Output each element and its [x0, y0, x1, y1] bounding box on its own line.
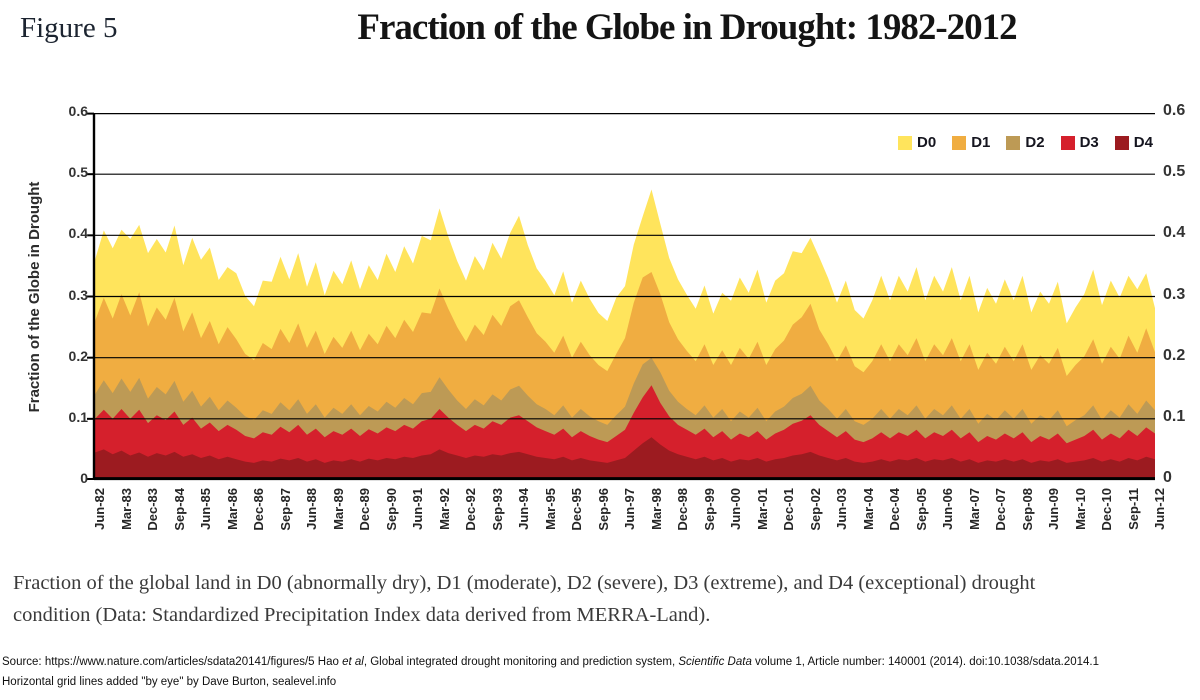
y-tick-label-left-0.4: 0.4: [68, 225, 88, 242]
x-tick-label-Dec-86: Dec-86: [251, 488, 266, 531]
x-tick-label-Dec-98: Dec-98: [675, 488, 690, 531]
figure-caption-line-2: condition (Data: Standardized Precipitat…: [13, 604, 711, 626]
y-tick-label-left-0.6: 0.6: [68, 103, 88, 119]
x-tick-label-Mar-07: Mar-07: [966, 488, 982, 530]
y-tick-label-left-0.2: 0.2: [68, 347, 88, 364]
x-tick-label-Dec-95: Dec-95: [569, 488, 584, 531]
legend-label-D2: D2: [1025, 134, 1045, 151]
legend-item-D4: D4: [1114, 134, 1153, 151]
x-tick-label-Jun-88: Jun-88: [304, 488, 319, 530]
x-tick-label-Mar-98: Mar-98: [648, 488, 664, 530]
y-tick-label-left-0.3: 0.3: [68, 286, 88, 303]
x-tick-label-Sep-90: Sep-90: [383, 488, 399, 531]
y-tick-label-right-0.1: 0.1: [1163, 407, 1186, 425]
area-D4: [95, 437, 1155, 480]
legend-swatch-D3: [1060, 135, 1075, 150]
x-tick-label-Mar-89: Mar-89: [330, 488, 346, 530]
x-tick-label-Sep-02: Sep-02: [807, 488, 823, 531]
x-tick-label-Jun-06: Jun-06: [940, 488, 955, 530]
x-tick-label-Mar-92: Mar-92: [436, 488, 452, 530]
x-tick-label-Sep-11: Sep-11: [1125, 488, 1141, 530]
x-tick-label-Dec-07: Dec-07: [993, 488, 1008, 531]
x-tick-label-Jun-03: Jun-03: [834, 488, 849, 530]
x-tick-label-Dec-92: Dec-92: [463, 488, 478, 531]
y-tick-label-left-0.1: 0.1: [68, 408, 88, 425]
x-tick-label-Sep-87: Sep-87: [277, 488, 293, 531]
x-tick-label-Jun-91: Jun-91: [410, 488, 425, 530]
chart-title: Fraction of the Globe in Drought: 1982-2…: [357, 7, 1017, 48]
x-tick-label-Mar-86: Mar-86: [224, 488, 240, 530]
source-italic-segment: Scientific Data: [678, 656, 752, 668]
chart-legend: D0 D1 D2 D3 D4: [898, 134, 1153, 151]
y-tick-label-right-0.2: 0.2: [1163, 346, 1186, 364]
x-tick-label-Dec-01: Dec-01: [781, 488, 796, 531]
y-tick-label-right-0.5: 0.5: [1163, 163, 1186, 181]
x-tick-label-Dec-89: Dec-89: [357, 488, 372, 531]
x-tick-label-Jun-97: Jun-97: [622, 488, 637, 530]
x-tick-label-Sep-99: Sep-99: [701, 488, 717, 531]
legend-label-D1: D1: [971, 134, 991, 151]
x-tick-label-Sep-96: Sep-96: [595, 488, 611, 531]
legend-swatch-D1: [952, 135, 967, 150]
y-tick-label-right-0.4: 0.4: [1163, 224, 1186, 242]
x-tick-label-Jun-00: Jun-00: [728, 488, 743, 530]
legend-item-D3: D3: [1060, 134, 1099, 151]
x-tick-label-Jun-09: Jun-09: [1046, 488, 1061, 530]
area-D3: [95, 385, 1155, 480]
legend-swatch-D0: [898, 135, 912, 150]
y-tick-label-right-0.6: 0.6: [1163, 102, 1186, 119]
gridlines-note-line: Horizontal grid lines added "by eye" by …: [2, 676, 337, 688]
figure-number-label: Figure 5: [20, 12, 118, 44]
figure-caption-line-1: Fraction of the global land in D0 (abnor…: [13, 572, 1036, 594]
legend-item-D1: D1: [952, 134, 990, 151]
plot-area: [87, 112, 1155, 481]
x-tick-label-Mar-04: Mar-04: [860, 488, 876, 530]
legend-item-D2: D2: [1006, 134, 1045, 151]
y-tick-label-left-0: 0: [80, 470, 88, 486]
x-tick-label-Jun-94: Jun-94: [516, 488, 531, 530]
x-tick-label-Mar-83: Mar-83: [118, 488, 134, 530]
x-tick-label-Dec-83: Dec-83: [145, 488, 160, 531]
x-tick-label-Dec-10: Dec-10: [1099, 488, 1114, 531]
x-tick-label-Mar-95: Mar-95: [542, 488, 558, 530]
legend-swatch-D4: [1114, 135, 1129, 150]
y-tick-label-right-0.3: 0.3: [1163, 285, 1186, 303]
legend-label-D4: D4: [1133, 134, 1153, 151]
source-attribution-line: Source: https://www.nature.com/articles/…: [2, 656, 1099, 668]
legend-label-D3: D3: [1079, 134, 1099, 151]
y-tick-label-right-0: 0: [1163, 469, 1172, 486]
source-text-segment: , Global integrated drought monitoring a…: [363, 656, 679, 668]
x-tick-label-Jun-85: Jun-85: [198, 488, 213, 530]
legend-label-D0: D0: [917, 134, 937, 151]
x-tick-label-Sep-08: Sep-08: [1019, 488, 1035, 531]
source-text-segment: volume 1, Article number: 140001 (2014).…: [751, 656, 1100, 668]
y-tick-label-left-0.5: 0.5: [68, 164, 88, 181]
source-italic-segment: et al: [342, 656, 364, 668]
x-tick-label-Dec-04: Dec-04: [887, 488, 902, 531]
x-tick-label-Jun-12: Jun-12: [1152, 488, 1167, 530]
x-tick-label-Sep-93: Sep-93: [489, 488, 505, 531]
source-text-segment: Source: https://www.nature.com/articles/…: [2, 656, 343, 668]
x-tick-label-Mar-01: Mar-01: [754, 488, 770, 530]
x-tick-label-Mar-10: Mar-10: [1072, 488, 1088, 530]
x-tick-label-Sep-05: Sep-05: [913, 488, 929, 531]
x-tick-label-Jun-82: Jun-82: [92, 488, 107, 530]
x-tick-label-Sep-84: Sep-84: [171, 488, 187, 531]
legend-item-D0: D0: [898, 134, 936, 151]
legend-swatch-D2: [1006, 135, 1021, 150]
